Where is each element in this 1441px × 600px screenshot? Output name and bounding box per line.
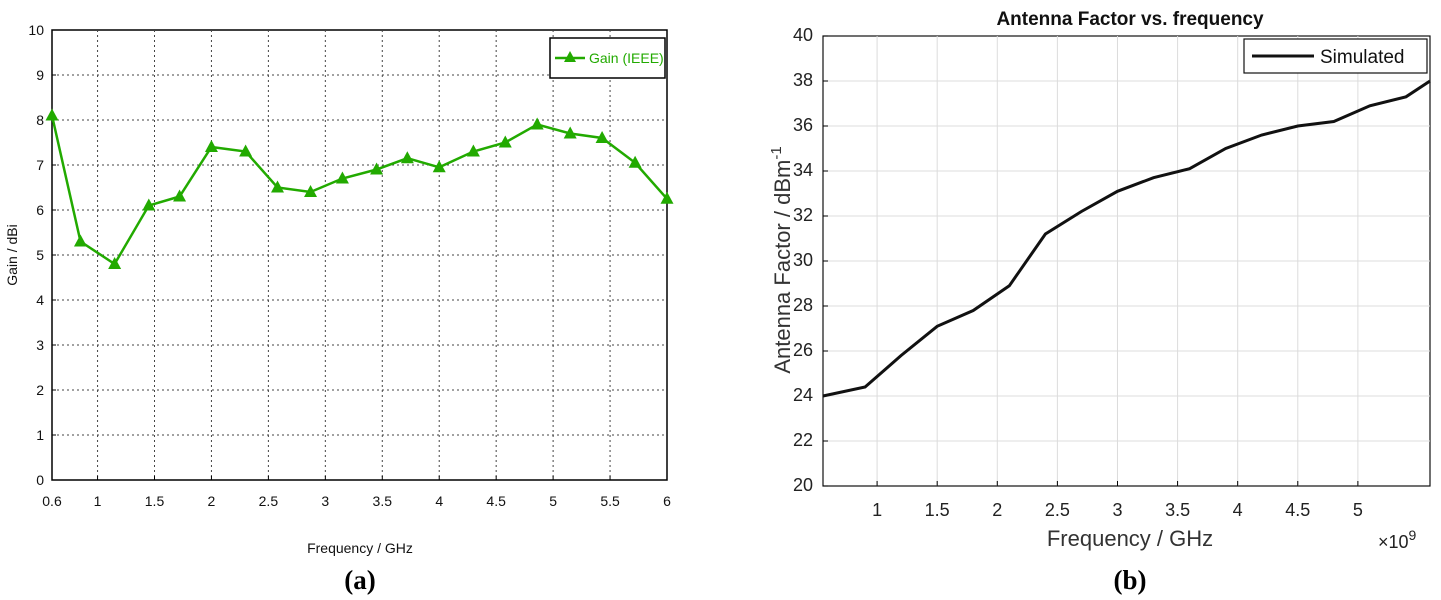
y-tick-label: 30: [793, 250, 813, 270]
x-tick-label: 4.5: [486, 493, 506, 509]
gain-data-point: [466, 144, 480, 157]
gain-data-point: [400, 151, 414, 164]
x-tick-label: 5: [1353, 500, 1363, 520]
y-tick-label: 36: [793, 115, 813, 135]
x-tick-label: 3.5: [373, 493, 393, 509]
gain-data-point: [142, 198, 156, 211]
gain-data-point: [595, 131, 609, 143]
x-tick-label: 1.5: [925, 500, 950, 520]
x-tick-label: 3: [321, 493, 329, 509]
y-tick-label: 22: [793, 430, 813, 450]
gain-grid: [51, 29, 668, 481]
y-tick-label: 10: [28, 22, 44, 38]
gain-data-point: [628, 155, 642, 168]
gain-legend-marker: [564, 51, 576, 62]
x-tick-label: 6: [663, 493, 671, 509]
x-tick-label: 5: [549, 493, 557, 509]
gain-data-point: [204, 140, 218, 152]
x-tick-label: 4: [435, 493, 443, 509]
x-multiplier-exponent: 9: [1409, 527, 1417, 543]
antenna-factor-x-multiplier: ×109: [1378, 527, 1417, 552]
x-tick-label: 4: [1233, 500, 1243, 520]
gain-data-point: [173, 189, 187, 202]
antenna-factor-y-axis-label-main: Antenna Factor / dBm: [770, 160, 795, 374]
gain-data-point: [335, 171, 349, 184]
antenna-factor-chart: Antenna Factor vs. frequency 1 1.5 2 2.5 3 3.…: [768, 9, 1431, 595]
x-tick-label: 2: [992, 500, 1002, 520]
gain-data-point: [370, 162, 384, 175]
x-tick-label: 1: [872, 500, 882, 520]
y-tick-label: 7: [36, 157, 44, 173]
antenna-factor-legend: Simulated: [1243, 38, 1428, 74]
y-tick-label: 4: [36, 292, 44, 308]
x-tick-label: 1: [94, 493, 102, 509]
antenna-factor-y-ticks: 20 22 24 26 28 30 32 34 36 38 40: [793, 25, 813, 495]
gain-data-point: [73, 234, 87, 247]
y-tick-label: 24: [793, 385, 813, 405]
antenna-factor-series-line: [822, 79, 1431, 398]
antenna-factor-legend-label: Simulated: [1320, 47, 1405, 68]
x-tick-label: 0.6: [42, 493, 62, 509]
y-tick-label: 8: [36, 112, 44, 128]
panel-label-b: (b): [1114, 565, 1147, 595]
gain-data-point: [498, 135, 512, 148]
x-tick-label: 3: [1112, 500, 1122, 520]
antenna-factor-x-axis-label: Frequency / GHz: [1047, 526, 1213, 551]
x-tick-label: 2.5: [259, 493, 279, 509]
y-tick-label: 28: [793, 295, 813, 315]
y-tick-label: 6: [36, 202, 44, 218]
antenna-factor-title: Antenna Factor vs. frequency: [996, 9, 1264, 30]
gain-plot-area: [51, 29, 668, 481]
y-tick-label: 1: [36, 427, 44, 443]
y-tick-label: 34: [793, 160, 813, 180]
gain-y-ticks: 0 1 2 3 4 5 6 7 8 9 10: [28, 22, 44, 488]
gain-data-point: [530, 117, 544, 130]
gain-data-point: [108, 257, 122, 269]
y-tick-label: 20: [793, 475, 813, 495]
antenna-factor-x-ticks: 1 1.5 2 2.5 3 3.5 4 4.5 5: [872, 500, 1363, 520]
gain-data-point: [239, 144, 253, 157]
antenna-factor-grid: [823, 35, 1430, 487]
gain-x-axis-label: Frequency / GHz: [307, 540, 413, 556]
y-tick-label: 9: [36, 67, 44, 83]
y-tick-label: 5: [36, 247, 44, 263]
gain-data-point: [45, 108, 59, 121]
y-tick-label: 2: [36, 382, 44, 398]
y-tick-label: 32: [793, 205, 813, 225]
gain-data-point: [271, 180, 284, 193]
gain-data-point: [432, 160, 446, 173]
panel-label-a: (a): [344, 565, 375, 595]
gain-data-point: [660, 191, 674, 204]
antenna-factor-y-axis-label-sup: -1: [768, 146, 785, 159]
y-tick-label: 0: [36, 472, 44, 488]
x-tick-label: 1.5: [145, 493, 165, 509]
x-tick-label: 3.5: [1165, 500, 1190, 520]
x-multiplier-base: ×10: [1378, 532, 1409, 552]
x-tick-label: 5.5: [600, 493, 620, 509]
y-tick-label: 3: [36, 337, 44, 353]
x-tick-label: 4.5: [1285, 500, 1310, 520]
y-tick-label: 38: [793, 70, 813, 90]
x-tick-label: 2: [208, 493, 216, 509]
gain-y-axis-label: Gain / dBi: [4, 224, 20, 285]
x-tick-label: 2.5: [1045, 500, 1070, 520]
gain-series-line: [50, 115, 668, 266]
gain-data-point: [563, 126, 577, 139]
gain-series-markers: [45, 108, 674, 269]
antenna-factor-y-axis-label: Antenna Factor / dBm-1: [768, 146, 795, 373]
gain-legend: Gain (IEEE): [549, 37, 666, 79]
y-tick-label: 40: [793, 25, 813, 45]
y-tick-label: 26: [793, 340, 813, 360]
gain-legend-label: Gain (IEEE): [589, 50, 664, 66]
gain-data-point: [304, 185, 318, 197]
gain-x-ticks: 0.6 1 1.5 2 2.5 3 3.5 4 4.5 5 5.5 6: [42, 493, 671, 509]
gain-chart: 0.6 1 1.5 2 2.5 3 3.5 4 4.5 5 5.5 6 0 1 2 3 4 5 6 7 8 9 10 Fr…: [4, 22, 674, 595]
